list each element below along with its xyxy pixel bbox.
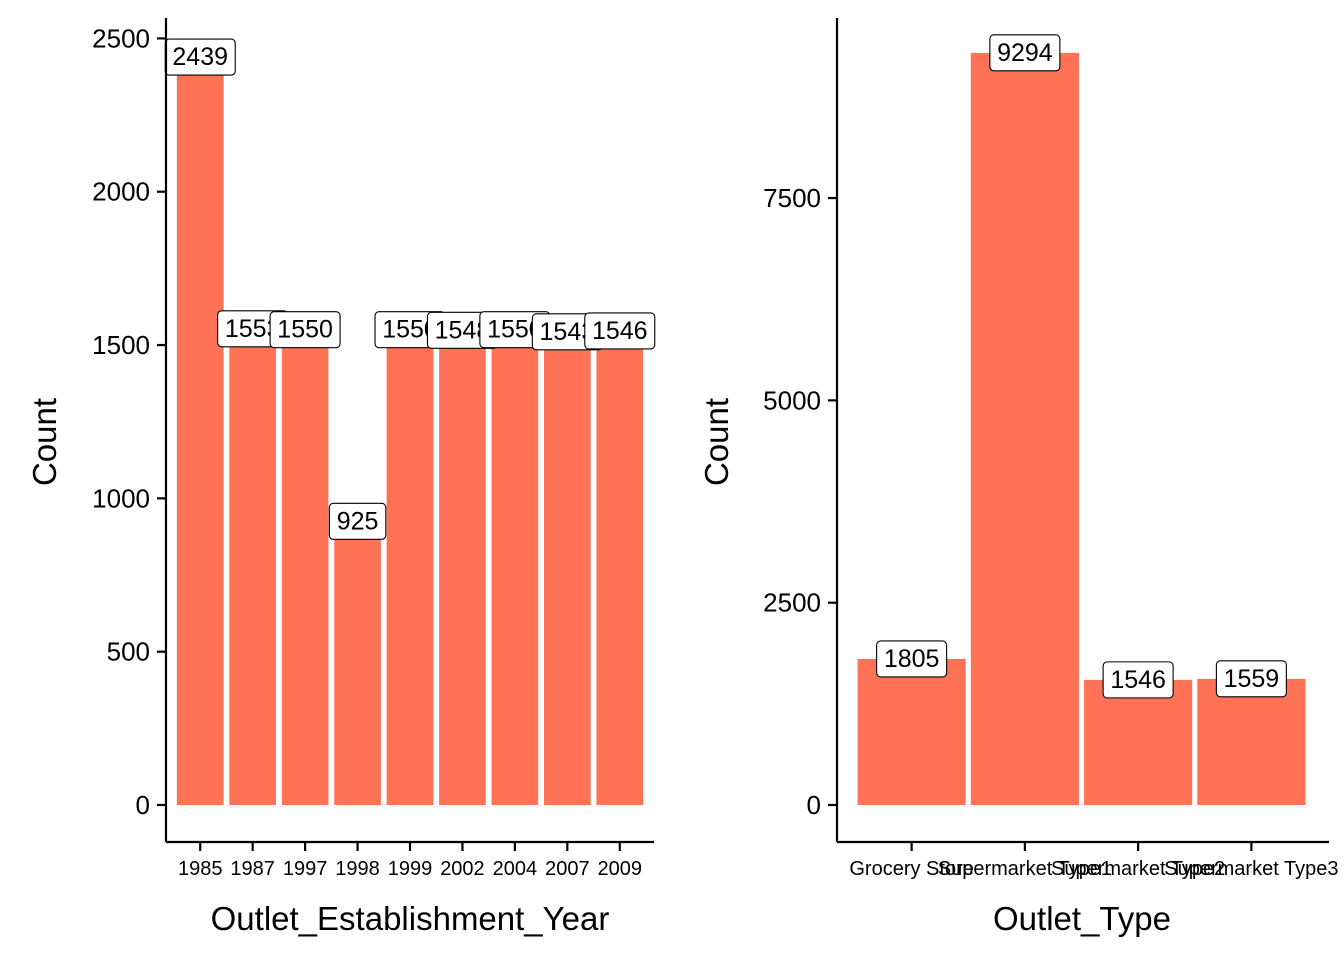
x-tick-label: 1997 <box>283 858 328 880</box>
y-axis-title: Count <box>26 398 63 486</box>
bar-1985 <box>176 57 224 805</box>
bar-grocery-store <box>857 658 966 805</box>
y-tick-label: 0 <box>807 790 821 820</box>
x-tick-label: 2002 <box>440 858 485 880</box>
data-label-text: 925 <box>337 507 379 535</box>
bar-1987 <box>229 328 277 805</box>
data-label: 2439 <box>164 38 236 76</box>
data-label-box <box>1215 660 1287 698</box>
y-tick-label: 1500 <box>92 330 150 360</box>
data-label-box <box>1102 661 1174 699</box>
bar-supermarket-type2 <box>1084 679 1193 805</box>
bar-supermarket-type1 <box>970 52 1079 806</box>
data-label-text: 1559 <box>1224 665 1280 693</box>
bar-2009 <box>596 330 644 805</box>
bar-1997 <box>281 329 329 805</box>
y-tick-label: 2000 <box>92 177 150 207</box>
data-label-text: 9294 <box>997 39 1053 67</box>
data-label: 1546 <box>1102 661 1174 699</box>
x-tick-label: Supermarket Type2 <box>1051 858 1225 880</box>
data-label: 1559 <box>1215 660 1287 698</box>
bar-1998 <box>334 521 381 805</box>
data-label-box <box>876 640 948 678</box>
y-tick-label: 7500 <box>763 183 821 213</box>
data-label-box <box>269 311 341 349</box>
x-tick-label: 2009 <box>598 858 643 880</box>
y-tick-label: 5000 <box>763 385 821 415</box>
chart-panel-establishment-year: 2439155315509251550154815501543154605001… <box>26 18 656 937</box>
data-label: 1546 <box>584 312 656 350</box>
data-label: 1550 <box>269 311 341 349</box>
y-tick-label: 1000 <box>92 483 150 513</box>
x-tick-label: 1999 <box>388 858 433 880</box>
x-tick-label: 1987 <box>230 858 275 880</box>
data-label-box <box>584 312 656 350</box>
y-axis-title: Count <box>698 398 735 486</box>
x-tick-label: Grocery Store <box>849 858 973 880</box>
y-tick-label: 2500 <box>763 588 821 618</box>
chart-panel-outlet-type: 1805 9294 1546 1559 0 2500 5000 7500 Grocery Sto… <box>698 18 1338 937</box>
data-label-box <box>328 502 387 540</box>
x-tick-label: 1985 <box>178 858 223 880</box>
bar-2004 <box>491 329 539 805</box>
data-label: 9294 <box>989 34 1061 72</box>
x-tick-label: Supermarket Type3 <box>1164 858 1338 880</box>
bar-1999 <box>386 329 434 805</box>
data-label: 1805 <box>876 640 948 678</box>
x-axis-title: Outlet_Establishment_Year <box>211 900 610 937</box>
y-tick-label: 500 <box>107 637 150 667</box>
data-label: 925 <box>328 502 387 540</box>
data-label-text: 1546 <box>1110 666 1166 694</box>
x-tick-label: 1998 <box>335 858 380 880</box>
x-tick-label: 2007 <box>545 858 590 880</box>
data-label-text: 1546 <box>592 317 648 345</box>
data-label-box <box>989 34 1061 72</box>
data-label-text: 1805 <box>884 645 940 673</box>
bar-supermarket-type3 <box>1197 678 1306 805</box>
y-tick-label: 2500 <box>92 23 150 53</box>
x-axis-title: Outlet_Type <box>993 900 1171 937</box>
x-tick-label: 2004 <box>493 858 538 880</box>
y-tick-label: 0 <box>136 790 150 820</box>
data-label-text: 1550 <box>277 316 333 344</box>
bar-2002 <box>439 330 486 805</box>
data-label-text: 2439 <box>172 43 228 71</box>
bar-2007 <box>543 331 591 805</box>
x-tick-label: Supermarket Type1 <box>938 858 1112 880</box>
